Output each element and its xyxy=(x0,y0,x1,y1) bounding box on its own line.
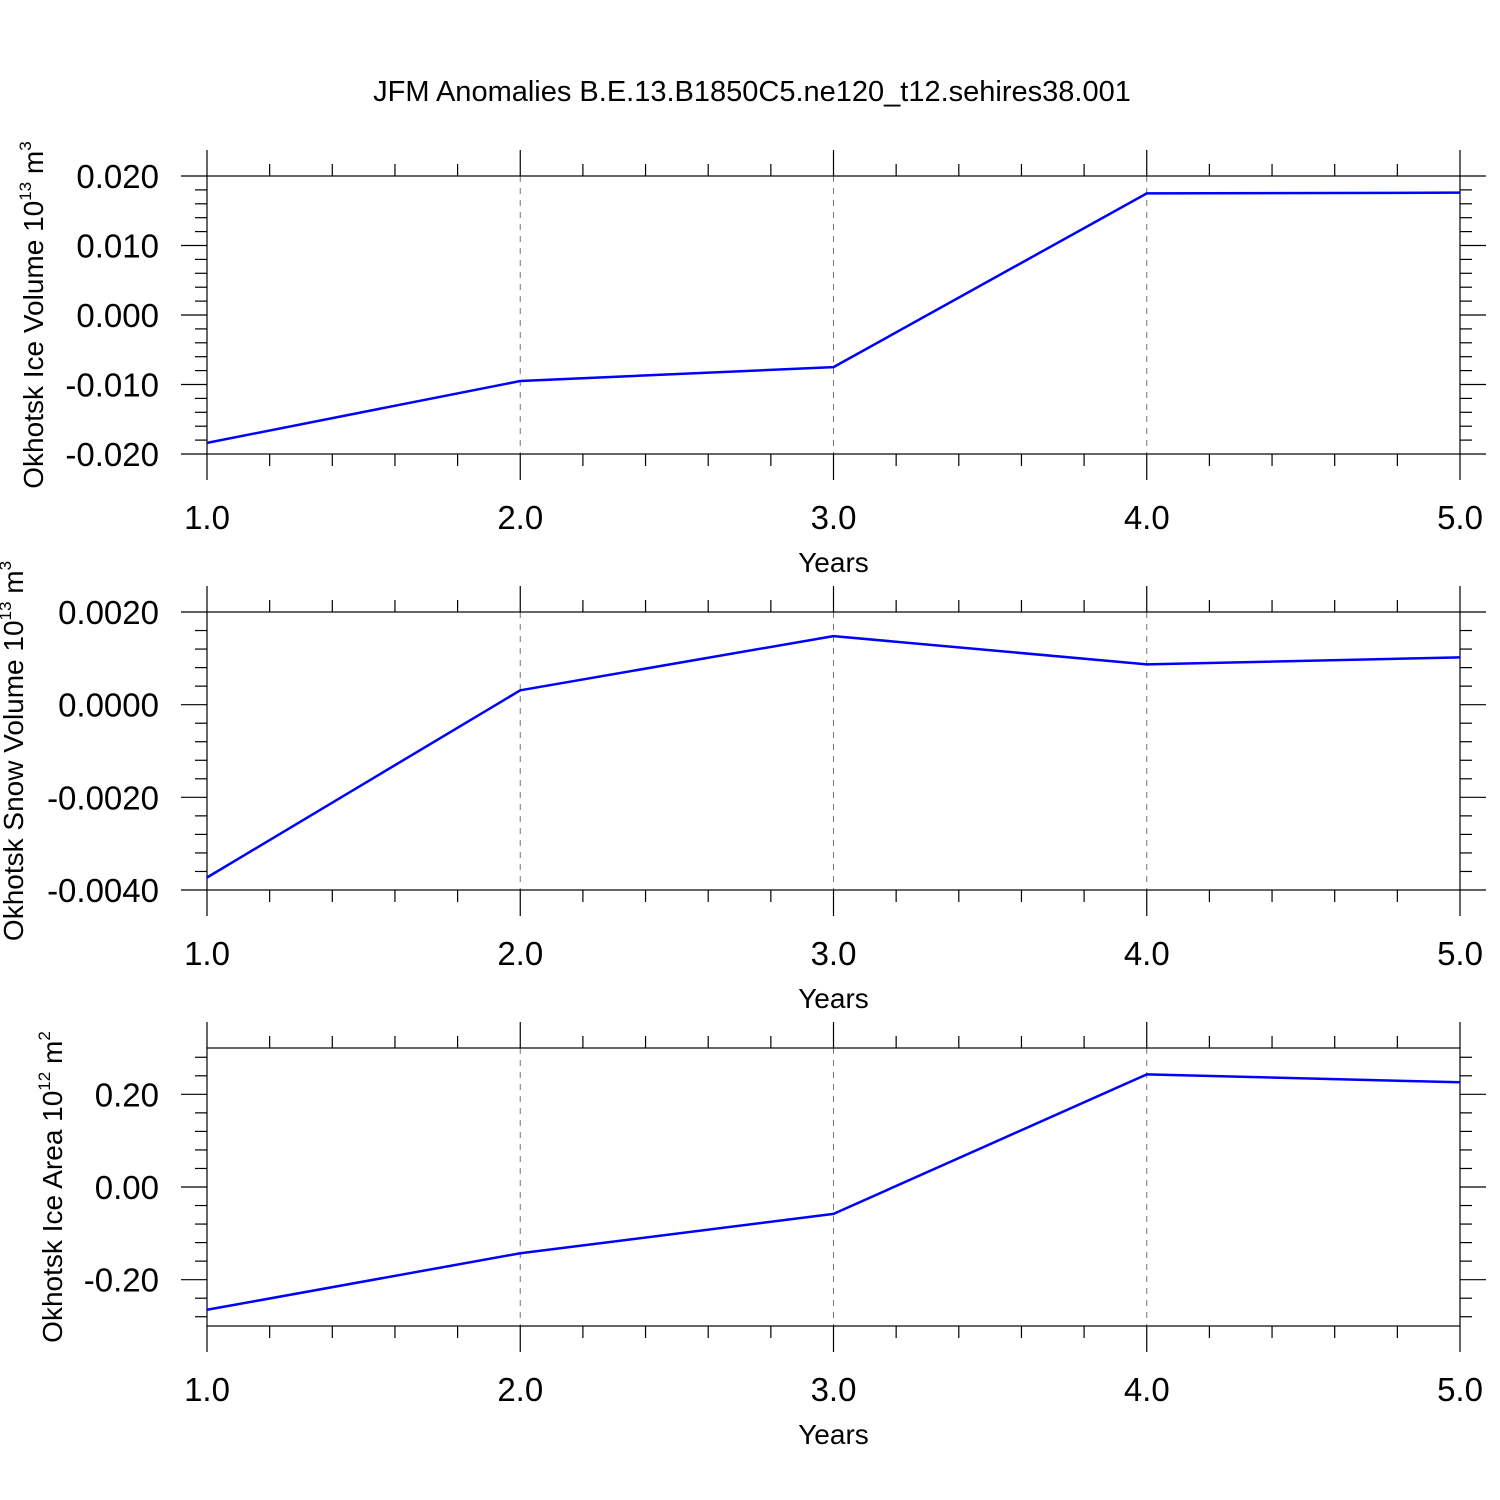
panel-1: 1.0 2.0 3.0 4.0 5.0 Years -0.020 -0.010 0.000 0.0… xyxy=(16,141,1486,578)
y-axis-label: Okhotsk Snow Volume 1013 m3 xyxy=(0,561,29,941)
y-tick-label: -0.0020 xyxy=(47,779,159,816)
series-line xyxy=(206,634,1461,879)
y-tick-label: -0.20 xyxy=(84,1262,159,1299)
x-tick-label: 3.0 xyxy=(811,499,857,536)
y-tick-label: 0.010 xyxy=(76,228,159,265)
chart-title: JFM Anomalies B.E.13.B1850C5.ne120_t12.s… xyxy=(373,76,1131,108)
y-tick-label: 0.0020 xyxy=(58,594,159,631)
x-tick-label: 1.0 xyxy=(184,1371,230,1408)
x-tick-label: 4.0 xyxy=(1124,935,1170,972)
panels: 1.0 2.0 3.0 4.0 5.0 Years -0.020 -0.010 0.000 0.0… xyxy=(0,141,1486,1450)
y-tick-label: 0.20 xyxy=(95,1076,159,1113)
x-tick-label: 4.0 xyxy=(1124,1371,1170,1408)
x-tick-label: 5.0 xyxy=(1437,1371,1483,1408)
y-axis-label: Okhotsk Ice Area 1012 m2 xyxy=(35,1031,68,1343)
x-axis-label: Years xyxy=(798,547,869,578)
x-tick-label: 4.0 xyxy=(1124,499,1170,536)
y-tick-label: 0.020 xyxy=(76,158,159,195)
x-tick-label: 3.0 xyxy=(811,1371,857,1408)
y-tick-label: 0.00 xyxy=(95,1169,159,1206)
series-line xyxy=(206,191,1461,445)
x-tick-label: 1.0 xyxy=(184,499,230,536)
y-tick-label: -0.010 xyxy=(65,367,159,404)
panel-2: 1.0 2.0 3.0 4.0 5.0 Years -0.0040 -0.0020 0.0000… xyxy=(0,561,1486,1014)
y-tick-label: -0.0040 xyxy=(47,872,159,909)
x-tick-label: 5.0 xyxy=(1437,935,1483,972)
x-tick-label: 2.0 xyxy=(497,1371,543,1408)
y-tick-label: 0.000 xyxy=(76,297,159,334)
y-tick-label: 0.0000 xyxy=(58,687,159,724)
x-tick-label: 2.0 xyxy=(497,935,543,972)
series-line xyxy=(206,1073,1461,1312)
x-axis-label: Years xyxy=(798,983,869,1014)
panel-3: 1.0 2.0 3.0 4.0 5.0 Years -0.20 0.00 0.20 Okhotsk… xyxy=(35,1022,1486,1450)
x-tick-label: 2.0 xyxy=(497,499,543,536)
y-tick-label: -0.020 xyxy=(65,436,159,473)
x-axis-label: Years xyxy=(798,1419,869,1450)
x-tick-label: 1.0 xyxy=(184,935,230,972)
x-tick-label: 5.0 xyxy=(1437,499,1483,536)
y-axis-label: Okhotsk Ice Volume 1013 m3 xyxy=(16,141,49,488)
x-tick-label: 3.0 xyxy=(811,935,857,972)
